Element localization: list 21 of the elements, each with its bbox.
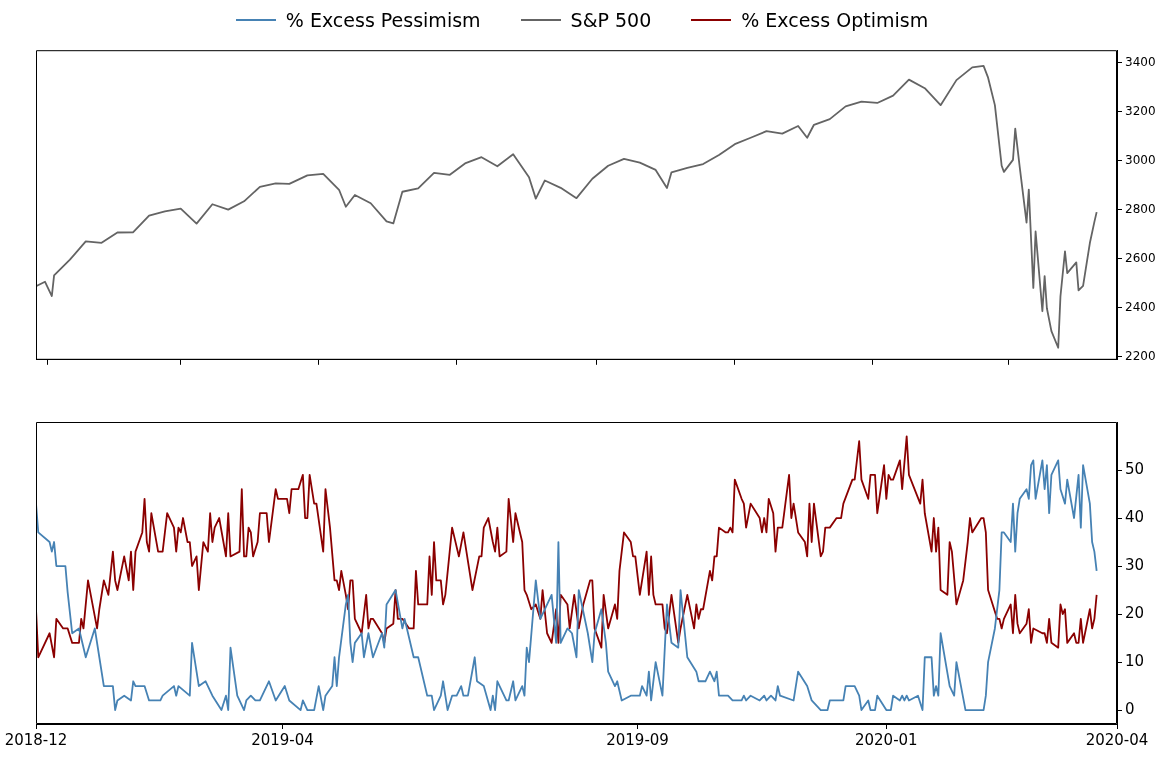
x-tick-label: 2020-01 xyxy=(854,730,918,749)
legend-label: % Excess Pessimism xyxy=(285,9,481,31)
legend-label: S&P 500 xyxy=(570,9,652,31)
x-tick-label: 2019-04 xyxy=(251,730,314,749)
legend-label: % Excess Optimism xyxy=(741,9,929,31)
y-tick-label: 10 xyxy=(1125,651,1145,670)
x-tick-label: 2019-09 xyxy=(606,730,669,749)
y-tick-label: 2400 xyxy=(1125,299,1156,314)
y-tick-label: 0 xyxy=(1125,699,1135,718)
y-tick-label: 3400 xyxy=(1125,54,1156,69)
x-tick-label: 2018-12 xyxy=(4,730,68,749)
y-tick-label: 40 xyxy=(1125,507,1145,526)
y-tick-label: 3000 xyxy=(1125,152,1156,167)
x-tick-label: 2020-04 xyxy=(1085,730,1149,749)
y-tick-label: 50 xyxy=(1125,459,1145,478)
y-tick-label: 2200 xyxy=(1125,348,1156,363)
y-tick-label: 2800 xyxy=(1125,201,1156,216)
y-tick-label: 2600 xyxy=(1125,250,1156,265)
y-tick-label: 30 xyxy=(1125,555,1145,574)
y-tick-label: 3200 xyxy=(1125,103,1156,118)
y-tick-label: 20 xyxy=(1125,603,1145,622)
